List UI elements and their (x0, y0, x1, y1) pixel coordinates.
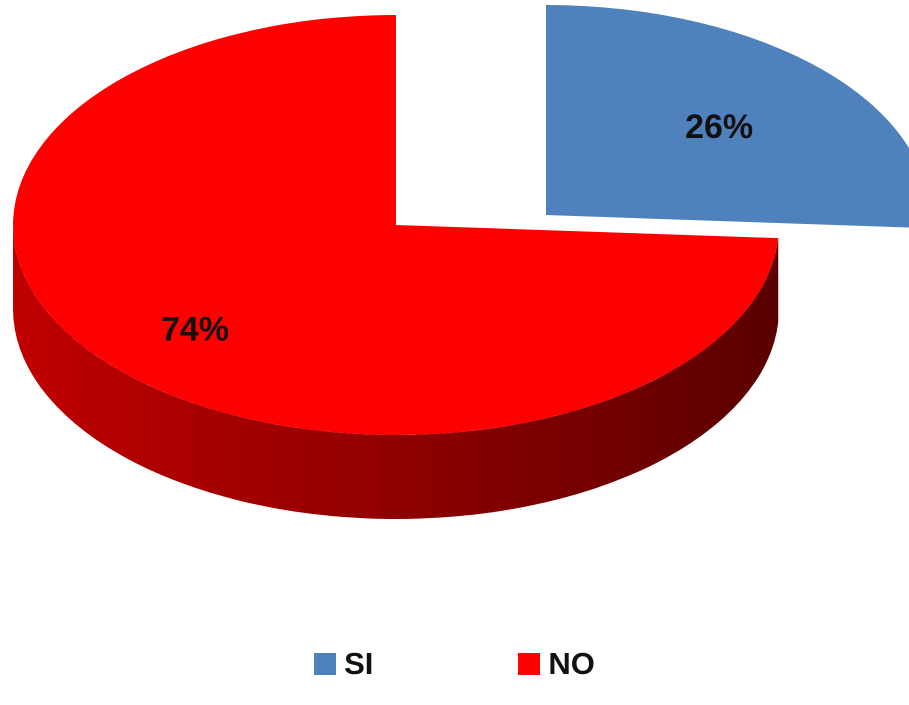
data-label-si: 26% (685, 108, 753, 146)
legend: SI NO (0, 644, 909, 684)
slice-top-si (546, 5, 909, 228)
pie-slices (12, 5, 909, 519)
data-label-no: 74% (161, 311, 229, 349)
slice-no (12, 15, 779, 519)
slice-top-no (12, 15, 779, 435)
legend-swatch-si (314, 653, 337, 675)
legend-swatch-no (518, 653, 541, 675)
pie-labels: 74% 26% (161, 108, 753, 349)
legend-item-no: NO (518, 646, 595, 682)
slice-si (546, 5, 909, 228)
legend-label-no: NO (548, 646, 595, 681)
slice-side-no (13, 225, 779, 519)
legend-item-si: SI (314, 646, 373, 682)
legend-label-si: SI (344, 646, 374, 681)
